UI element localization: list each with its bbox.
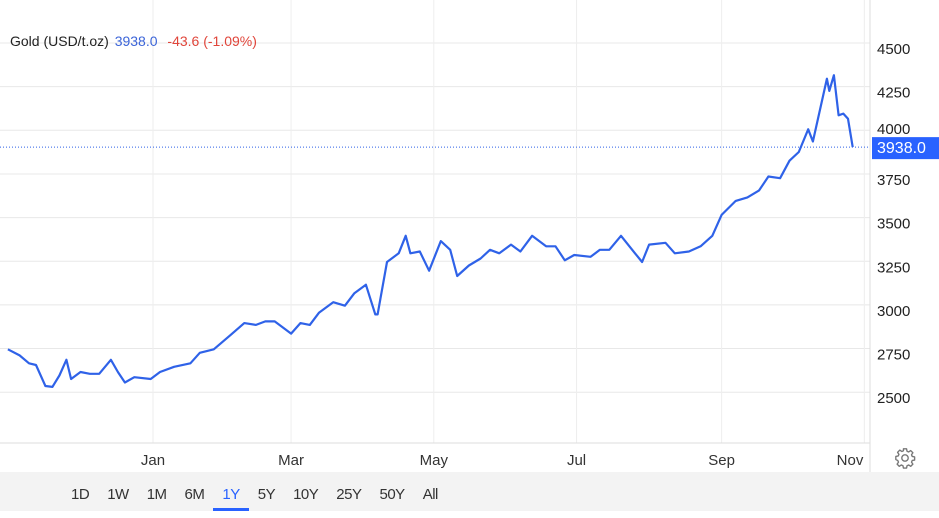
x-tick-label: Jul xyxy=(567,452,586,469)
gear-icon[interactable] xyxy=(894,447,916,469)
range-50y[interactable]: 50Y xyxy=(379,486,406,503)
price-chart[interactable]: Jan Mar May Jul Sep Nov 3938.0 2500 2750 3000 3250… xyxy=(0,0,939,472)
y-tick-label: 3500 xyxy=(877,216,910,233)
range-6m[interactable]: 6M xyxy=(184,486,205,503)
range-25y[interactable]: 25Y xyxy=(336,486,362,503)
y-tick-label: 2500 xyxy=(877,390,910,407)
range-all[interactable]: All xyxy=(422,486,439,503)
y-tick-label: 3250 xyxy=(877,259,910,276)
y-tick-label: 4250 xyxy=(877,85,910,102)
range-1m[interactable]: 1M xyxy=(146,486,167,503)
range-1d[interactable]: 1D xyxy=(71,486,90,503)
y-axis-area xyxy=(870,0,939,472)
y-tick-label: 4500 xyxy=(877,41,910,58)
range-1y[interactable]: 1Y xyxy=(213,472,249,511)
price-series-line xyxy=(7,74,854,388)
last-price-label: 3938.0 xyxy=(877,140,926,157)
y-tick-label: 3000 xyxy=(877,303,910,320)
y-tick-label: 3750 xyxy=(877,172,910,189)
range-10y[interactable]: 10Y xyxy=(293,486,319,503)
range-bar: 1D 1W 1M 6M 1Y 5Y 10Y 25Y 50Y All xyxy=(0,472,939,511)
x-tick-label: Jan xyxy=(141,452,165,469)
x-tick-label: Nov xyxy=(837,452,864,469)
x-tick-label: Sep xyxy=(708,452,735,469)
chart-header: Gold (USD/t.oz) 3938.0 -43.6 (-1.09%) xyxy=(10,33,257,49)
range-1w[interactable]: 1W xyxy=(107,486,129,503)
current-price: 3938.0 xyxy=(114,33,158,49)
x-tick-label: May xyxy=(420,452,449,469)
range-5y[interactable]: 5Y xyxy=(257,486,276,503)
y-tick-label: 2750 xyxy=(877,347,910,364)
price-change: -43.6 (-1.09%) xyxy=(167,33,257,49)
x-tick-label: Mar xyxy=(278,452,304,469)
last-price-badge xyxy=(872,137,939,160)
y-tick-label: 4000 xyxy=(877,121,910,138)
instrument-name: Gold (USD/t.oz) xyxy=(10,33,109,49)
